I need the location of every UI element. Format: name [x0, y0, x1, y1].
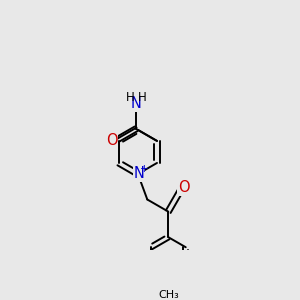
Text: +: + [140, 164, 149, 174]
Text: N: N [130, 96, 142, 111]
Text: O: O [178, 181, 190, 196]
Text: O: O [106, 134, 118, 148]
Text: N: N [134, 167, 145, 182]
Text: H: H [126, 91, 134, 104]
Text: H: H [138, 91, 146, 104]
Text: CH₃: CH₃ [158, 290, 178, 300]
